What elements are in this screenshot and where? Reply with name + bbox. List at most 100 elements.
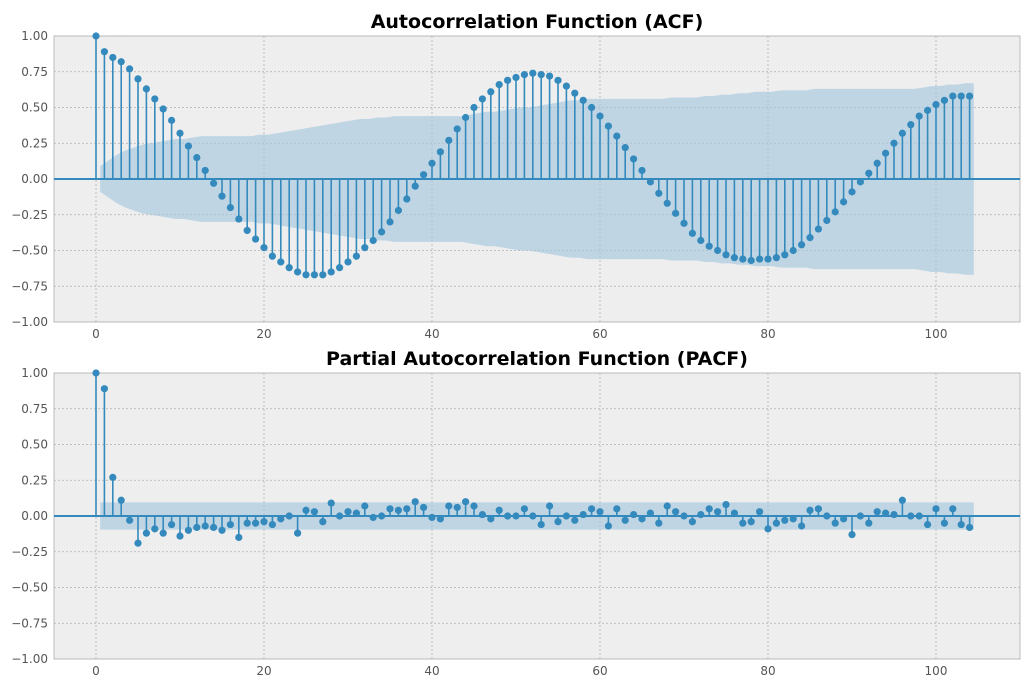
stem-marker <box>260 518 268 526</box>
stem-marker <box>722 251 730 259</box>
stem-marker <box>898 129 907 137</box>
stem-marker <box>638 515 646 523</box>
stem-marker <box>630 510 638 519</box>
stem-marker <box>285 512 293 520</box>
stem-marker <box>453 125 461 133</box>
stem-marker <box>949 92 957 100</box>
stem-marker <box>520 505 529 513</box>
stem-marker <box>537 520 545 529</box>
stem-marker <box>756 508 764 516</box>
stem-marker <box>151 525 159 533</box>
stem-marker <box>445 502 453 510</box>
stem-marker <box>168 116 176 124</box>
acf-y-tick-labels: 1.00 0.75 0.50 0.25 0.00 −0.25 −0.50 −0.75 −1.00 <box>11 29 48 329</box>
stem-marker <box>714 246 722 255</box>
acf-chart-title: Autocorrelation Function (ACF) <box>371 11 704 33</box>
stem-marker <box>361 244 369 252</box>
pacf-stems <box>92 369 974 547</box>
stem-marker <box>932 101 940 109</box>
stem-marker <box>386 505 394 513</box>
y-tick-label: 1.00 <box>21 29 48 43</box>
stem-marker <box>907 512 915 520</box>
stem-marker <box>302 506 310 514</box>
acf-stems <box>92 32 974 279</box>
stem-marker <box>92 32 100 40</box>
stem-marker <box>310 508 318 516</box>
stem-marker <box>596 508 604 516</box>
y-tick-label: −0.50 <box>11 244 48 258</box>
stem-marker <box>604 522 613 530</box>
stem-marker <box>336 264 344 272</box>
stem-marker <box>201 166 209 175</box>
stem-marker <box>949 505 957 513</box>
stem-marker <box>235 533 243 542</box>
stem-marker <box>798 522 806 530</box>
stem-marker <box>193 523 201 532</box>
stem-marker <box>260 244 268 252</box>
stem-marker <box>504 76 512 84</box>
y-tick-label: 0.25 <box>21 136 48 150</box>
acf-x-tick-labels: 0 20 40 60 80 100 <box>92 327 947 341</box>
stem-marker <box>873 159 881 167</box>
stem-marker <box>100 48 108 56</box>
stem-marker <box>655 189 663 197</box>
pacf-chart-title: Partial Autocorrelation Function (PACF) <box>326 348 748 370</box>
stem-marker <box>176 129 184 137</box>
stem-marker <box>117 58 125 66</box>
stem-marker <box>781 251 789 259</box>
stem-marker <box>462 498 470 506</box>
stem-marker <box>184 526 192 534</box>
stem-marker <box>394 206 402 215</box>
stem-marker <box>848 530 856 539</box>
stem-marker <box>613 132 621 140</box>
y-tick-label: −0.25 <box>11 545 48 559</box>
stem-marker <box>436 148 444 156</box>
stem-marker <box>697 236 705 245</box>
stem-marker <box>856 512 865 520</box>
stem-marker <box>730 254 739 262</box>
stem-marker <box>680 219 688 227</box>
stem-marker <box>554 76 562 84</box>
stem-marker <box>92 369 100 377</box>
x-tick-label: 100 <box>925 664 948 678</box>
stem-marker <box>243 226 251 235</box>
y-tick-label: 0.75 <box>21 402 48 416</box>
stem-marker <box>546 72 554 80</box>
stem-marker <box>663 502 671 510</box>
stem-marker <box>823 216 831 225</box>
stem-marker <box>781 516 789 524</box>
stem-marker <box>352 252 360 260</box>
stem-marker <box>168 520 176 529</box>
x-tick-label: 60 <box>592 327 607 341</box>
stem-marker <box>403 505 411 513</box>
stem-marker <box>109 53 117 62</box>
pacf-grid <box>54 372 1020 660</box>
stem-marker <box>520 71 529 79</box>
y-tick-label: −0.50 <box>11 581 48 595</box>
stem-marker <box>369 513 377 522</box>
stem-marker <box>714 508 722 516</box>
stem-marker <box>378 228 386 236</box>
stem-marker <box>428 513 436 522</box>
y-tick-label: −1.00 <box>11 652 48 666</box>
stem-marker <box>932 505 940 513</box>
stem-marker <box>226 520 234 529</box>
stem-marker <box>663 199 671 207</box>
x-tick-label: 80 <box>760 327 775 341</box>
stem-marker <box>210 179 218 187</box>
stem-marker <box>588 103 596 112</box>
stem-marker <box>604 122 613 130</box>
stem-marker <box>621 143 629 152</box>
pacf-y-tick-labels: 1.00 0.75 0.50 0.25 0.00 −0.25 −0.50 −0.75 −1.00 <box>11 366 48 666</box>
stem-marker <box>302 271 310 279</box>
stem-marker <box>571 89 579 97</box>
stem-marker <box>621 516 629 524</box>
stem-marker <box>117 496 125 504</box>
stem-marker <box>361 502 369 510</box>
stem-marker <box>898 496 907 504</box>
stem-marker <box>453 503 461 512</box>
stem-marker <box>142 85 150 93</box>
stem-marker <box>478 95 486 103</box>
stem-marker <box>840 515 848 523</box>
stem-marker <box>764 255 772 263</box>
